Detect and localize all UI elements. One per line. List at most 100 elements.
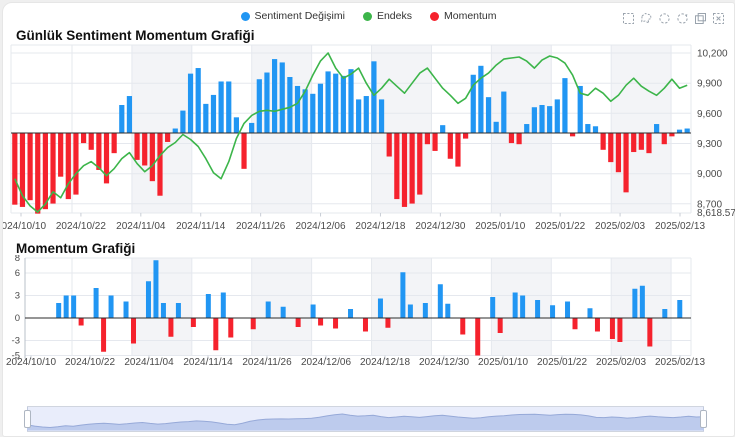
sentiment-bar — [73, 133, 79, 195]
datazoom-preview[interactable] — [27, 406, 704, 432]
momentum-bar — [265, 301, 271, 318]
sentiment-bar — [371, 61, 377, 133]
sentiment-bar — [608, 133, 614, 163]
datazoom-line — [27, 413, 704, 429]
chart1-yaxis-label: 10,200 — [697, 49, 728, 60]
chart1-xaxis-label: 2024/11/04 — [116, 221, 166, 232]
momentum-bar — [520, 295, 526, 318]
sentiment-bar — [279, 62, 285, 133]
sentiment-bar — [577, 85, 583, 133]
legend-item-endeks[interactable]: Endeks — [362, 10, 412, 22]
sentiment-bar — [310, 93, 316, 133]
momentum-bar — [445, 303, 451, 318]
momentum-bar — [587, 308, 593, 318]
momentum-bar — [460, 318, 466, 335]
momentum-bar — [101, 318, 107, 352]
sentiment-bar — [180, 110, 186, 133]
chart2-xaxis-label: 2024/10/10 — [6, 357, 56, 368]
legend-item-momentum[interactable]: Momentum — [429, 10, 497, 22]
chart2-yaxis-label: 8 — [15, 255, 20, 264]
save-image-icon[interactable] — [694, 12, 707, 25]
sentiment-bar — [554, 99, 560, 133]
sentiment-bar — [485, 97, 492, 133]
datazoom-right-handle[interactable] — [700, 410, 707, 428]
chart1-yaxis-label: 9,300 — [697, 139, 722, 150]
momentum-bar — [475, 318, 481, 356]
sentiment-bar — [470, 74, 476, 133]
momentum-bar — [108, 295, 114, 318]
momentum-bar — [220, 292, 226, 318]
clear-selection-icon[interactable] — [712, 12, 725, 25]
legend-item-sentiment[interactable]: Sentiment Değişimi — [240, 10, 345, 22]
sentiment-bar — [455, 133, 461, 167]
momentum-bar — [93, 288, 99, 318]
chart2-title: Momentum Grafiği — [16, 241, 136, 256]
sentiment-bar — [317, 83, 324, 133]
momentum-bar — [490, 297, 496, 318]
momentum-bar — [497, 318, 503, 333]
sentiment-bar — [600, 133, 606, 150]
datazoom-left-handle[interactable] — [24, 410, 31, 428]
sentiment-bar — [348, 69, 354, 133]
refresh-icon[interactable] — [676, 12, 689, 25]
chart2-xaxis-label: 2024/11/04 — [124, 357, 174, 368]
sentiment-bar — [432, 133, 438, 151]
lasso-select-icon[interactable] — [640, 12, 653, 25]
chart1-xaxis-label: 2024/10/10 — [3, 221, 46, 232]
sentiment-bar — [646, 133, 652, 154]
chart1-xaxis-label: 2025/02/03 — [595, 221, 645, 232]
momentum-bar — [160, 303, 166, 318]
sentiment-bar — [394, 133, 400, 200]
sentiment-bar — [294, 85, 301, 133]
sentiment-bar — [302, 89, 308, 133]
sentiment-bar — [631, 133, 637, 153]
sentiment-bar — [88, 133, 94, 150]
sentiment-bar — [378, 99, 385, 133]
sentiment-bar — [524, 124, 530, 133]
legend-label: Endeks — [376, 10, 412, 22]
momentum-bar — [512, 292, 518, 318]
momentum-bar — [609, 318, 615, 339]
sentiment-bar — [654, 124, 660, 133]
momentum-bar — [250, 318, 256, 330]
chart1-xaxis-label: 2025/02/13 — [655, 221, 705, 232]
endeks-line — [14, 52, 688, 213]
box-zoom-icon[interactable] — [622, 12, 635, 25]
sentiment-bar — [80, 133, 87, 144]
restore-icon[interactable] — [658, 12, 671, 25]
momentum-bar — [153, 260, 159, 318]
sentiment-bar — [58, 133, 64, 177]
sentiment-bar — [172, 128, 178, 133]
sentiment-bar — [19, 133, 26, 207]
sentiment-bar — [27, 133, 33, 201]
chart1-xaxis-label: 2024/12/06 — [296, 221, 346, 232]
sentiment-bar — [424, 133, 431, 145]
chart1-yaxis-label: 9,900 — [697, 79, 722, 90]
sentiment-bar — [249, 122, 255, 133]
chart2-yaxis-label: -3 — [12, 336, 20, 347]
datazoom-selected-range[interactable] — [27, 407, 704, 431]
momentum-bar — [131, 318, 137, 344]
sentiment-bar — [35, 133, 41, 214]
sentiment-bar — [447, 133, 453, 159]
chart1-yaxis-label: 9,600 — [697, 109, 722, 120]
sentiment-bar — [569, 133, 576, 137]
momentum-bar — [213, 318, 219, 351]
chart1-yaxis-label: 8,700 — [697, 199, 722, 210]
datazoom-slider[interactable] — [24, 406, 707, 432]
momentum-bar — [280, 306, 286, 318]
chart1-yaxis-label: 9,000 — [697, 169, 722, 180]
sentiment-bar — [210, 94, 217, 133]
sentiment-bar — [271, 59, 278, 133]
sentiment-bar — [340, 75, 346, 133]
sentiment-bar — [50, 133, 56, 204]
sentiment-bar — [325, 71, 331, 133]
legend-label: Momentum — [443, 10, 497, 22]
momentum-bar — [617, 318, 623, 342]
chart1-xaxis-label: 2024/12/30 — [415, 221, 465, 232]
sentiment-bar — [12, 133, 18, 205]
momentum-bar — [677, 300, 683, 318]
momentum-legend-dot-icon — [429, 11, 439, 21]
